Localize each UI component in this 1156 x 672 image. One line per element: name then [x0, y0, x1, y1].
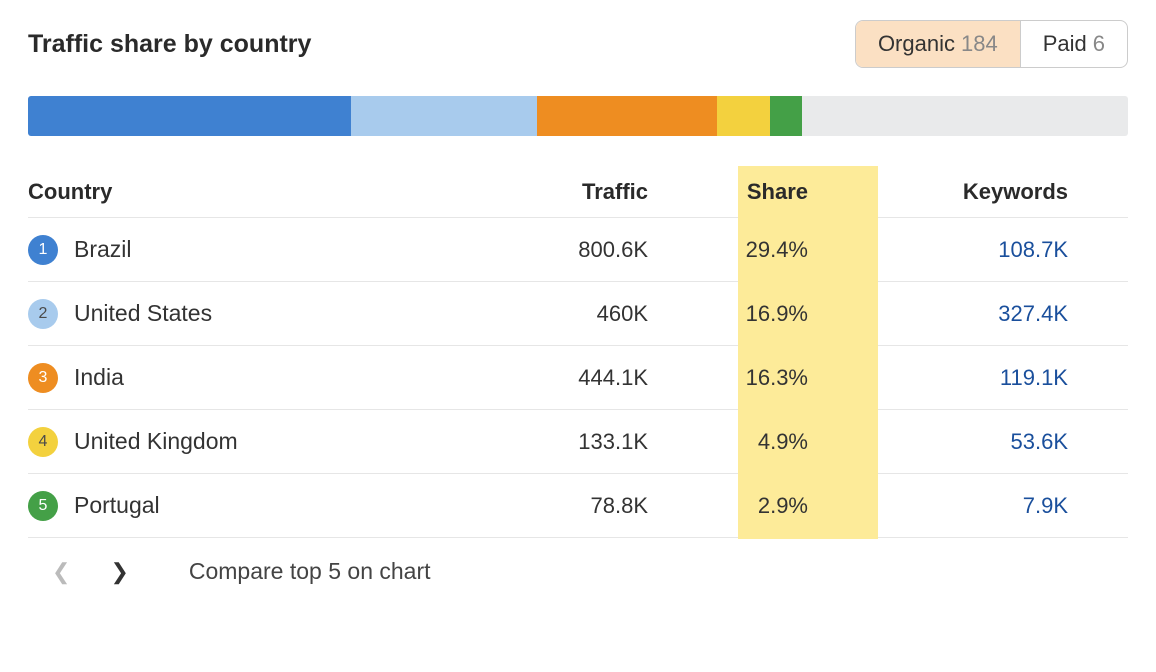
- keywords-cell[interactable]: 7.9K: [828, 493, 1128, 519]
- table-row: 1 Brazil 800.6K29.4%108.7K: [28, 218, 1128, 282]
- share-cell: 4.9%: [688, 429, 828, 455]
- table-footer: ❮ ❯ Compare top 5 on chart: [28, 538, 1128, 585]
- compare-top5-link[interactable]: Compare top 5 on chart: [189, 558, 431, 585]
- keywords-cell[interactable]: 53.6K: [828, 429, 1128, 455]
- traffic-cell: 460K: [458, 301, 688, 327]
- country-cell: 2 United States: [28, 299, 458, 329]
- paid-label: Paid: [1043, 31, 1087, 57]
- col-header-keywords[interactable]: Keywords: [828, 179, 1128, 205]
- table-row: 3 India 444.1K16.3%119.1K: [28, 346, 1128, 410]
- rank-badge: 1: [28, 235, 58, 265]
- share-cell: 16.9%: [688, 301, 828, 327]
- country-cell: 5 Portugal: [28, 491, 458, 521]
- paid-count: 6: [1093, 31, 1105, 57]
- country-cell: 3 India: [28, 363, 458, 393]
- country-table: Country Traffic Share Keywords 1 Brazil 80…: [28, 166, 1128, 538]
- rank-badge: 5: [28, 491, 58, 521]
- organic-count: 184: [961, 31, 998, 57]
- col-header-share[interactable]: Share: [688, 179, 828, 205]
- paid-toggle[interactable]: Paid 6: [1020, 21, 1127, 67]
- share-segment[interactable]: [351, 96, 537, 136]
- country-name[interactable]: India: [74, 364, 124, 391]
- col-header-country[interactable]: Country: [28, 179, 458, 205]
- country-cell: 1 Brazil: [28, 235, 458, 265]
- table-row: 5 Portugal 78.8K2.9%7.9K: [28, 474, 1128, 538]
- country-name[interactable]: United Kingdom: [74, 428, 238, 455]
- share-cell: 2.9%: [688, 493, 828, 519]
- share-cell: 29.4%: [688, 237, 828, 263]
- prev-page-icon: ❮: [52, 559, 70, 585]
- traffic-type-toggle: Organic 184 Paid 6: [855, 20, 1128, 68]
- traffic-cell: 78.8K: [458, 493, 688, 519]
- share-segment[interactable]: [770, 96, 802, 136]
- country-name[interactable]: Portugal: [74, 492, 160, 519]
- organic-label: Organic: [878, 31, 955, 57]
- share-bar-chart: [28, 96, 1128, 136]
- traffic-cell: 800.6K: [458, 237, 688, 263]
- traffic-cell: 444.1K: [458, 365, 688, 391]
- rank-badge: 2: [28, 299, 58, 329]
- traffic-cell: 133.1K: [458, 429, 688, 455]
- share-segment[interactable]: [28, 96, 351, 136]
- table-row: 4 United Kingdom 133.1K4.9%53.6K: [28, 410, 1128, 474]
- country-name[interactable]: United States: [74, 300, 212, 327]
- widget-title: Traffic share by country: [28, 30, 311, 59]
- share-segment[interactable]: [537, 96, 716, 136]
- country-cell: 4 United Kingdom: [28, 427, 458, 457]
- share-cell: 16.3%: [688, 365, 828, 391]
- col-header-traffic[interactable]: Traffic: [458, 179, 688, 205]
- rank-badge: 4: [28, 427, 58, 457]
- next-page-icon[interactable]: ❯: [110, 559, 128, 585]
- keywords-cell[interactable]: 119.1K: [828, 365, 1128, 391]
- rank-badge: 3: [28, 363, 58, 393]
- share-column-highlight: [738, 166, 878, 539]
- keywords-cell[interactable]: 327.4K: [828, 301, 1128, 327]
- keywords-cell[interactable]: 108.7K: [828, 237, 1128, 263]
- share-segment[interactable]: [802, 96, 1128, 136]
- table-row: 2 United States 460K16.9%327.4K: [28, 282, 1128, 346]
- pager: ❮ ❯: [52, 559, 129, 585]
- share-segment[interactable]: [717, 96, 771, 136]
- country-name[interactable]: Brazil: [74, 236, 132, 263]
- organic-toggle[interactable]: Organic 184: [856, 21, 1020, 67]
- table-header-row: Country Traffic Share Keywords: [28, 166, 1128, 218]
